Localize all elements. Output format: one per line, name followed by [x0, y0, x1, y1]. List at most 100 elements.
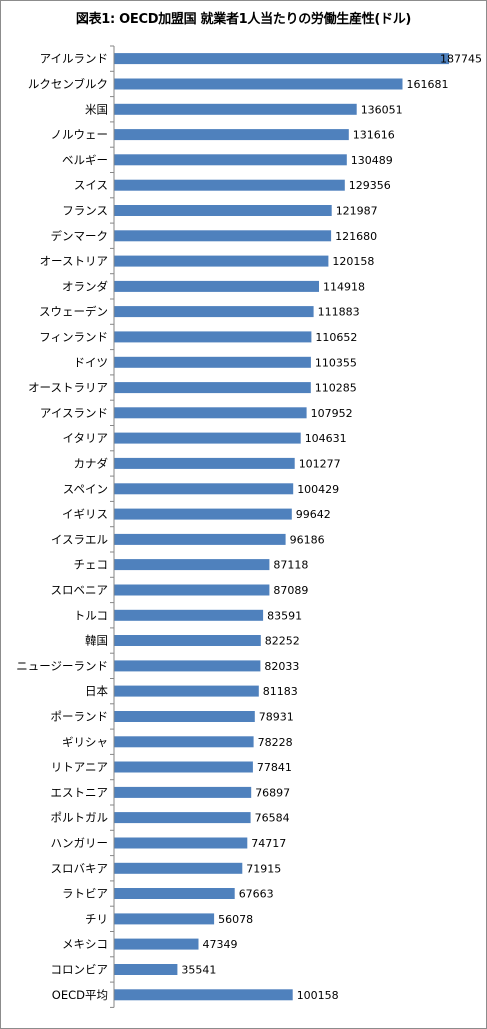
category-label: ポーランド — [51, 710, 109, 724]
value-label: 74717 — [251, 837, 286, 850]
category-label: ベルギー — [62, 153, 108, 167]
category-label: デンマーク — [51, 229, 109, 243]
bar-30 — [114, 812, 251, 824]
bar-5 — [114, 179, 345, 191]
category-label: オーストリア — [40, 254, 108, 268]
bar-16 — [114, 457, 295, 469]
value-label: 161681 — [407, 78, 449, 91]
category-label: ポルトガル — [51, 811, 109, 825]
bar-33 — [114, 888, 235, 899]
category-label: フランス — [62, 204, 108, 218]
value-label: 121987 — [336, 205, 378, 218]
bar-1 — [114, 78, 403, 90]
value-label: 110285 — [315, 382, 357, 395]
value-label: 114918 — [323, 280, 365, 293]
bar-4 — [114, 154, 347, 166]
category-label: コロンビア — [51, 963, 109, 977]
value-label: 56078 — [218, 913, 253, 926]
category-label: 日本 — [85, 684, 108, 698]
value-label: 136051 — [361, 103, 403, 116]
category-label: ノルウェー — [51, 128, 109, 142]
category-label: フィンランド — [39, 330, 108, 344]
bar-6 — [114, 205, 332, 216]
bar-17 — [114, 483, 294, 495]
bar-10 — [114, 306, 314, 318]
value-label: 101277 — [299, 457, 341, 470]
value-label: 83591 — [267, 609, 302, 622]
category-label: アイルランド — [40, 52, 108, 66]
bar-22 — [114, 609, 264, 621]
value-label: 96186 — [290, 533, 325, 546]
category-label: エストニア — [51, 785, 109, 799]
bar-12 — [114, 356, 311, 368]
value-label: 67663 — [239, 888, 274, 901]
category-label: トルコ — [74, 608, 108, 622]
value-label: 110652 — [315, 331, 357, 344]
bar-23 — [114, 635, 261, 646]
category-label: スロベニア — [51, 583, 109, 597]
category-label: スペイン — [63, 482, 108, 496]
category-label: ドイツ — [74, 355, 109, 369]
category-label: ハンガリー — [51, 836, 109, 850]
value-label: 107952 — [311, 407, 353, 420]
category-label: 韓国 — [85, 634, 108, 648]
value-label: 187745 — [440, 53, 482, 66]
category-label: 米国 — [85, 102, 108, 116]
value-label: 47349 — [203, 938, 238, 951]
bar-25 — [114, 685, 259, 697]
bar-19 — [114, 533, 286, 545]
bar-31 — [114, 837, 248, 849]
category-label: イタリア — [62, 431, 108, 445]
bar-34 — [114, 913, 215, 925]
value-label: 77841 — [257, 761, 292, 774]
value-label: 100158 — [297, 989, 339, 1002]
category-label: リトアニア — [51, 760, 108, 774]
category-label: OECD平均 — [52, 988, 108, 1002]
category-label: チリ — [85, 912, 108, 926]
bar-35 — [114, 938, 199, 950]
value-label: 120158 — [332, 255, 374, 268]
category-label: スイス — [74, 178, 108, 192]
category-label: メキシコ — [62, 937, 108, 951]
value-label: 100429 — [297, 483, 339, 496]
category-label: イギリス — [62, 507, 108, 521]
bar-21 — [114, 584, 270, 596]
category-label: ニュージーランド — [16, 659, 108, 673]
bar-27 — [114, 736, 254, 748]
value-label: 71915 — [246, 862, 281, 875]
bar-8 — [114, 255, 329, 267]
value-label: 82252 — [265, 635, 300, 648]
category-label: オーストラリア — [28, 381, 108, 395]
value-label: 121680 — [335, 230, 377, 243]
value-label: 78931 — [259, 711, 294, 724]
value-label: 129356 — [349, 179, 391, 192]
bar-15 — [114, 432, 301, 444]
bar-24 — [114, 660, 261, 672]
bar-26 — [114, 711, 255, 722]
bar-3 — [114, 129, 349, 141]
category-label: アイスランド — [40, 406, 108, 420]
value-label: 111883 — [318, 306, 360, 319]
value-label: 87118 — [273, 559, 308, 572]
bar-29 — [114, 786, 252, 798]
bar-9 — [114, 280, 319, 292]
bar-14 — [114, 407, 307, 419]
value-label: 78228 — [258, 736, 293, 749]
category-label: ルクセンブルク — [28, 77, 108, 91]
value-label: 87089 — [273, 584, 308, 597]
value-label: 81183 — [263, 685, 298, 698]
value-label: 130489 — [351, 154, 393, 167]
bar-28 — [114, 761, 253, 773]
bar-2 — [114, 103, 357, 115]
category-label: スウェーデン — [39, 305, 108, 319]
category-label: チェコ — [74, 558, 109, 572]
bar-20 — [114, 559, 270, 571]
bar-11 — [114, 331, 312, 343]
category-label: イスラエル — [51, 532, 108, 546]
value-label: 99642 — [296, 508, 331, 521]
bar-32 — [114, 862, 243, 874]
value-label: 131616 — [353, 129, 395, 142]
category-label: カナダ — [74, 456, 109, 470]
chart-title: 図表1: OECD加盟国 就業者1人当たりの労働生産性(ドル) — [75, 12, 412, 27]
